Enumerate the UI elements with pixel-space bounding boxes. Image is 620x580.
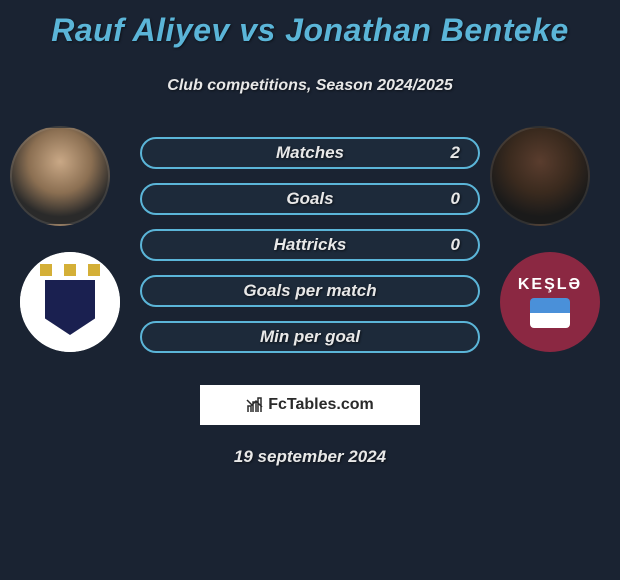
stat-row: Hattricks 0 [140, 229, 480, 261]
club-right-name: KEŞLƏ [518, 276, 582, 294]
stat-value-right: 0 [451, 235, 460, 255]
infographic-container: Rauf Aliyev vs Jonathan Benteke Club com… [0, 0, 620, 477]
stat-label: Hattricks [274, 235, 347, 255]
stat-value-right: 0 [451, 189, 460, 209]
club-badge-icon: KEŞLƏ [500, 252, 600, 352]
stat-label: Matches [276, 143, 344, 163]
player-left-avatar [10, 126, 110, 226]
stat-row: Goals per match [140, 275, 480, 307]
avatar-placeholder-icon [10, 126, 110, 226]
stat-label: Min per goal [260, 327, 360, 347]
club-right-badge: KEŞLƏ [500, 252, 600, 352]
stat-row: Goals 0 [140, 183, 480, 215]
player-right-avatar [490, 126, 590, 226]
comparison-title: Rauf Aliyev vs Jonathan Benteke [0, 12, 620, 49]
stat-label: Goals [286, 189, 333, 209]
chart-icon [246, 396, 264, 414]
stat-row: Min per goal [140, 321, 480, 353]
stat-label: Goals per match [243, 281, 376, 301]
club-emblem-icon [530, 298, 570, 328]
stat-row: Matches 2 [140, 137, 480, 169]
season-subtitle: Club competitions, Season 2024/2025 [0, 77, 620, 95]
attribution-box: FcTables.com [200, 385, 420, 425]
avatar-placeholder-icon [490, 126, 590, 226]
club-badge-icon [20, 252, 120, 352]
club-left-badge [20, 252, 120, 352]
date-label: 19 september 2024 [0, 447, 620, 467]
attribution-text: FcTables.com [268, 396, 374, 414]
stat-value-right: 2 [451, 143, 460, 163]
